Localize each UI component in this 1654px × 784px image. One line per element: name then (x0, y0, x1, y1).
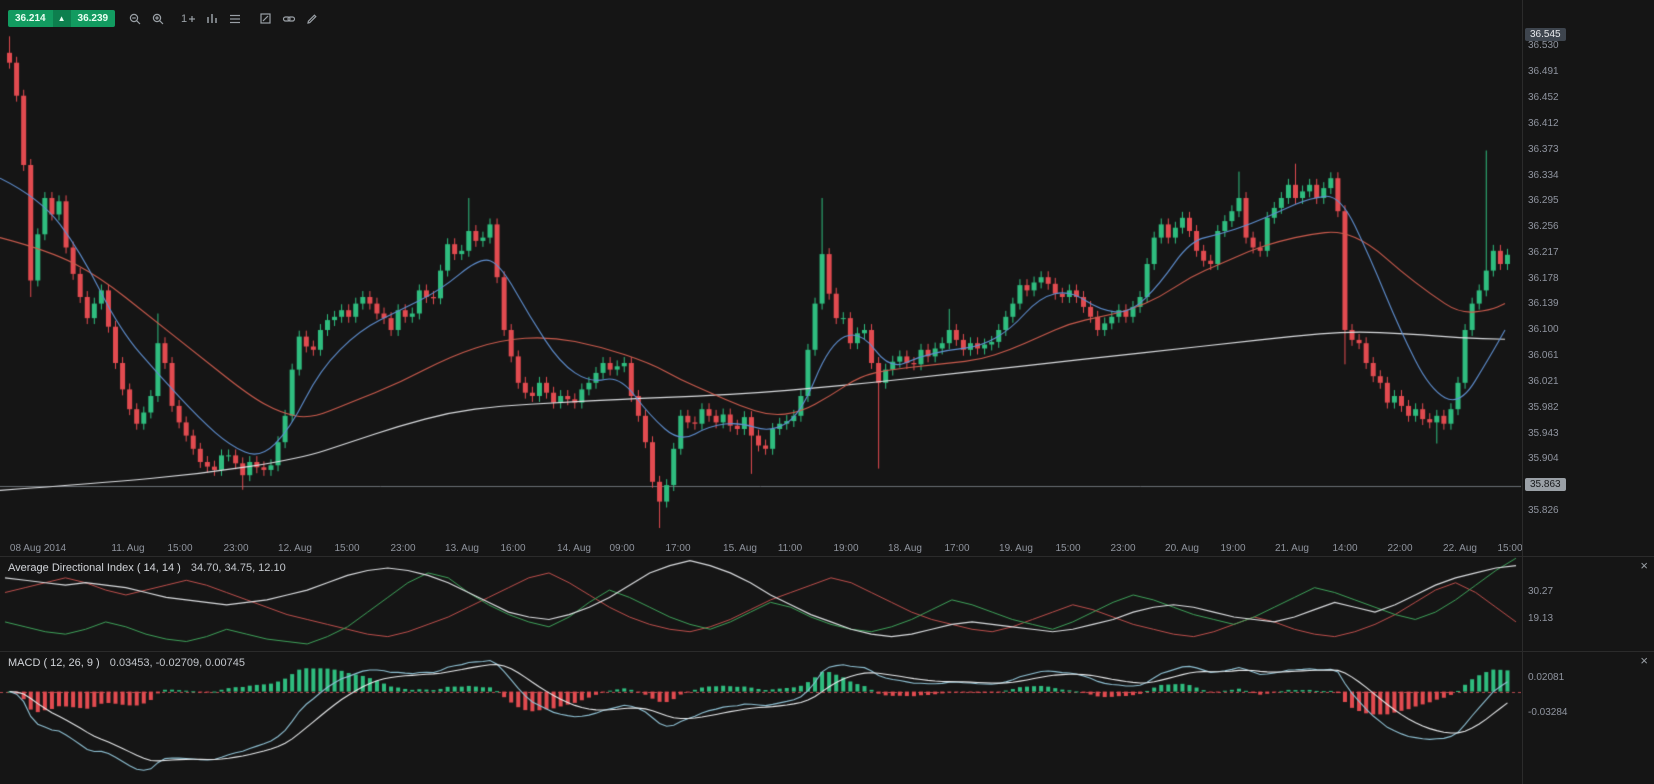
bars-icon (206, 13, 217, 23)
price-label: 36.373 (1528, 143, 1559, 155)
price-label: 36.334 (1528, 169, 1559, 181)
tools-group (254, 10, 323, 27)
main-chart-panel: 08 Aug 2014 11. Aug 15:00 23:00 12. Aug 15:00… (0, 0, 1654, 557)
time-label: 15:00 (1055, 543, 1081, 554)
time-label: 15. Aug (723, 543, 757, 554)
adx-axis-label: 30.27 (1528, 585, 1554, 597)
time-label: 13. Aug (445, 543, 479, 554)
time-label: 15:00 (167, 543, 193, 554)
time-label: 14:00 (1332, 543, 1358, 554)
price-label: 36.021 (1528, 376, 1559, 388)
macd-axis-label: -0.03284 (1528, 706, 1568, 718)
adx-indicator-panel: Average Directional Index ( 14, 14 ) 34.… (0, 557, 1654, 652)
time-label: 08 Aug 2014 (9, 543, 67, 554)
close-adx-button[interactable]: × (1640, 558, 1648, 573)
panel-separator (0, 651, 1654, 652)
price-label: 36.178 (1528, 272, 1559, 284)
time-label: 11:00 (777, 543, 803, 554)
price-label: 36.061 (1528, 349, 1559, 361)
chart-toolbar: 36.214 ▲ 36.239 1 (8, 10, 323, 27)
time-label: 19:00 (833, 543, 859, 554)
panel-separator (0, 556, 1654, 557)
macd-scale[interactable]: 0.02081 -0.03284 (1522, 652, 1654, 784)
time-label: 23:00 (223, 543, 249, 554)
time-label: 17:00 (944, 543, 970, 554)
view-group: 1 (177, 10, 246, 27)
note-square-icon (260, 12, 271, 24)
chart-type-button[interactable] (201, 10, 222, 27)
price-label: 36.139 (1528, 298, 1559, 310)
time-label: 12. Aug (278, 543, 312, 554)
adx-values: 34.70, 34.75, 12.10 (190, 562, 286, 574)
time-label: 16:00 (500, 543, 526, 554)
bid-price-box[interactable]: 36.214 (8, 10, 53, 27)
time-label: 19:00 (1220, 543, 1246, 554)
time-label: 18. Aug (888, 543, 922, 554)
time-label: 09:00 (609, 543, 635, 554)
adx-header: Average Directional Index ( 14, 14 ) 34.… (8, 562, 286, 574)
adx-canvas[interactable] (0, 557, 1521, 652)
time-label: 23:00 (390, 543, 416, 554)
price-label: 36.256 (1528, 221, 1559, 233)
time-label: 11. Aug (111, 543, 145, 554)
timeframe-button[interactable]: 1 (178, 10, 199, 27)
adx-title[interactable]: Average Directional Index ( 14, 14 ) (8, 562, 181, 574)
macd-header: MACD ( 12, 26, 9 ) 0.03453, -0.02709, 0.… (8, 657, 245, 669)
time-axis[interactable]: 08 Aug 2014 11. Aug 15:00 23:00 12. Aug 15:00… (0, 540, 1523, 557)
close-macd-button[interactable]: × (1640, 653, 1648, 668)
timeframe-label: 1 (181, 12, 188, 25)
price-label: 35.943 (1528, 427, 1559, 439)
price-label: 36.217 (1528, 246, 1559, 258)
zoom-out-button[interactable] (124, 10, 145, 27)
ask-price-box[interactable]: 36.239 (70, 10, 116, 27)
macd-canvas[interactable] (0, 652, 1521, 784)
price-marker: 35.863 (1525, 478, 1566, 492)
notes-button[interactable] (255, 10, 276, 27)
link-charts-button[interactable] (278, 10, 299, 27)
macd-indicator-panel: MACD ( 12, 26, 9 ) 0.03453, -0.02709, 0.… (0, 652, 1654, 784)
time-label: 17:00 (665, 543, 691, 554)
lines-icon (229, 14, 240, 23)
plus-cross-icon (189, 15, 196, 22)
magnifier-minus-icon (129, 13, 141, 24)
time-label: 22:00 (1387, 543, 1413, 554)
price-label: 35.904 (1528, 453, 1559, 465)
indicators-button[interactable] (224, 10, 245, 27)
main-chart-canvas[interactable] (0, 0, 1521, 540)
time-label: 15:00 (1497, 543, 1523, 554)
price-label: 36.452 (1528, 91, 1559, 103)
zoom-group (123, 10, 169, 27)
pencil-icon (306, 13, 317, 24)
price-scale[interactable]: 36.530 36.491 36.452 36.412 36.373 36.334 36.2… (1522, 0, 1654, 557)
macd-axis-label: 0.02081 (1528, 672, 1565, 683)
link-icon (282, 15, 295, 22)
price-label: 36.412 (1528, 118, 1559, 130)
time-label: 19. Aug (999, 543, 1033, 554)
price-label: 36.295 (1528, 195, 1559, 207)
time-label: 15:00 (334, 543, 360, 554)
macd-values: 0.03453, -0.02709, 0.00745 (109, 657, 245, 669)
price-label: 35.826 (1528, 504, 1559, 516)
time-label: 21. Aug (1275, 543, 1309, 554)
time-label: 23:00 (1110, 543, 1136, 554)
zoom-in-button[interactable] (147, 10, 168, 27)
tick-up-arrow-icon: ▲ (52, 10, 71, 27)
magnifier-plus-icon (152, 13, 164, 24)
price-label: 36.530 (1528, 40, 1559, 52)
adx-axis-label: 19.13 (1528, 613, 1554, 625)
price-marker: 36.545 (1525, 28, 1566, 42)
price-label: 36.491 (1528, 65, 1559, 77)
time-label: 20. Aug (1165, 543, 1199, 554)
macd-title[interactable]: MACD ( 12, 26, 9 ) (8, 657, 100, 669)
adx-scale[interactable]: 30.27 19.13 (1522, 557, 1654, 652)
time-label: 22. Aug (1443, 543, 1477, 554)
time-label: 14. Aug (557, 543, 591, 554)
price-label: 35.982 (1528, 401, 1559, 413)
price-label: 36.100 (1528, 324, 1559, 335)
draw-tools-button[interactable] (301, 10, 322, 27)
